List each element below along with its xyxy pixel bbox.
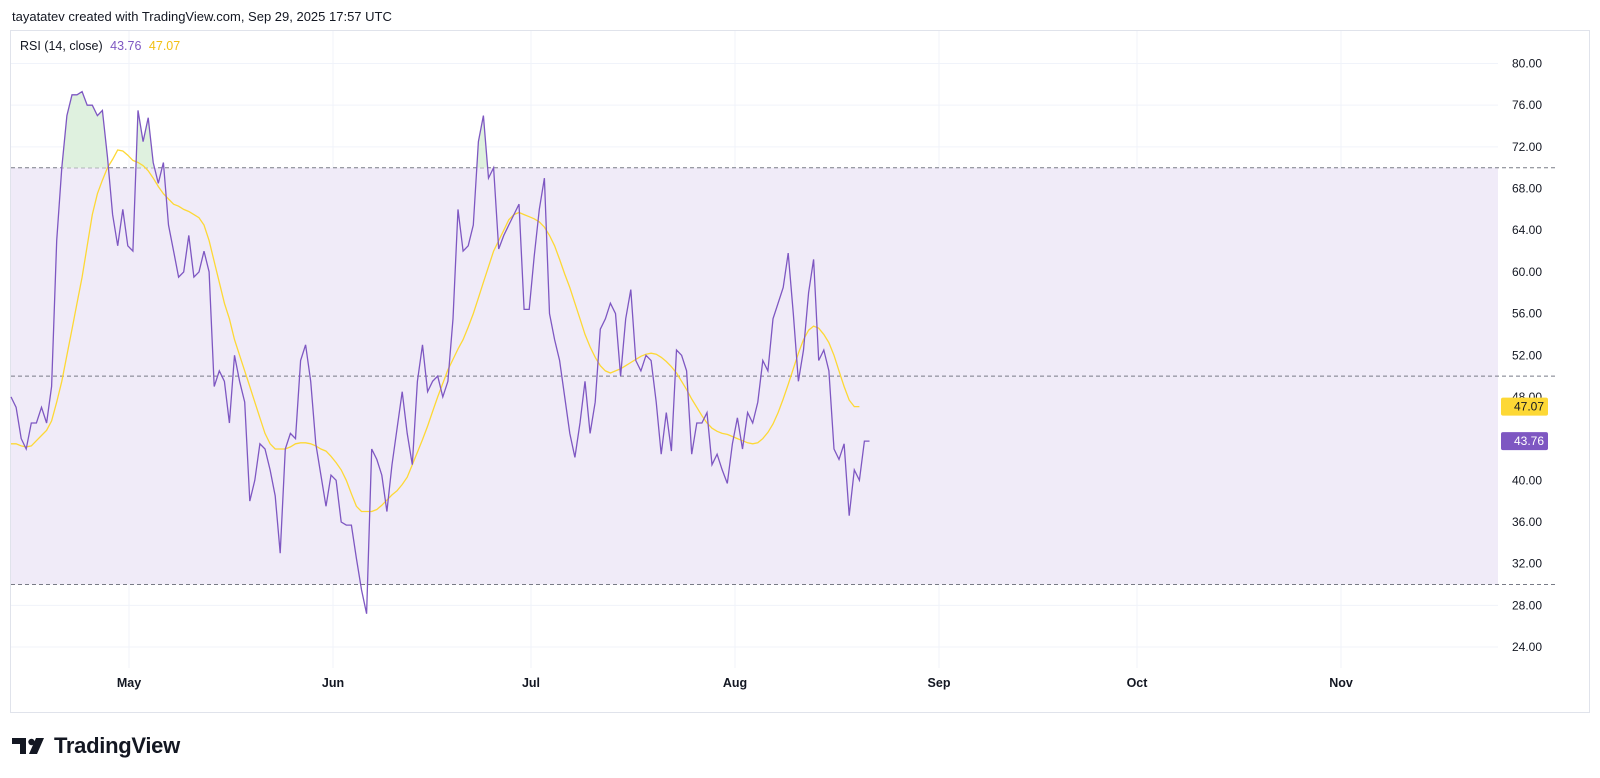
x-tick-label: May — [117, 676, 141, 690]
chart-frame[interactable] — [10, 30, 1590, 713]
chart-credit: tayatatev created with TradingView.com, … — [12, 9, 392, 24]
tradingview-logo-icon — [12, 738, 44, 754]
y-tick-label: 68.00 — [1512, 182, 1542, 196]
x-tick-label: Oct — [1127, 676, 1149, 690]
y-tick-label: 36.00 — [1512, 515, 1542, 529]
overbought-fill — [61, 91, 109, 168]
last-value-rsi-badge-bg — [1501, 432, 1548, 451]
indicator-legend[interactable]: RSI (14, close) 43.76 47.07 — [20, 39, 184, 53]
legend-rsi-value: 43.76 — [110, 39, 142, 53]
overbought-fill — [476, 115, 488, 168]
x-tick-label: Sep — [928, 676, 951, 690]
series-line-rsi — [10, 90, 870, 614]
series-line-ma — [11, 149, 860, 513]
legend-ma-value: 47.07 — [148, 39, 181, 53]
y-tick-label: 56.00 — [1512, 307, 1542, 321]
x-tick-label: Aug — [723, 676, 747, 690]
y-tick-label: 40.00 — [1512, 473, 1542, 487]
y-tick-label: 52.00 — [1512, 348, 1542, 362]
y-tick-label: 28.00 — [1512, 598, 1542, 612]
last-value-ma-badge: 47.07 — [1514, 400, 1544, 414]
last-value-ma-badge-bg — [1501, 397, 1548, 416]
y-tick-label: 64.00 — [1512, 223, 1542, 237]
y-tick-label: 24.00 — [1512, 640, 1542, 654]
y-tick-label: 72.00 — [1512, 140, 1542, 154]
x-tick-label: Jun — [322, 676, 344, 690]
y-tick-label: 80.00 — [1512, 57, 1542, 71]
tradingview-logo[interactable]: TradingView — [12, 733, 180, 759]
x-tick-label: Jul — [522, 676, 540, 690]
tradingview-logo-text: TradingView — [54, 733, 180, 758]
rsi-chart[interactable]: 80.00 76.00 72.00 68.00 64.00 60.00 56.00 52.00… — [0, 0, 1600, 720]
last-value-rsi-badge: 43.76 — [1514, 434, 1544, 448]
y-tick-label: 76.00 — [1512, 98, 1542, 112]
y-tick-label: 60.00 — [1512, 265, 1542, 279]
legend-label: RSI (14, close) — [20, 39, 103, 53]
x-tick-label: Nov — [1329, 676, 1353, 690]
overbought-fill — [135, 110, 155, 168]
y-tick-label: 32.00 — [1512, 557, 1542, 571]
